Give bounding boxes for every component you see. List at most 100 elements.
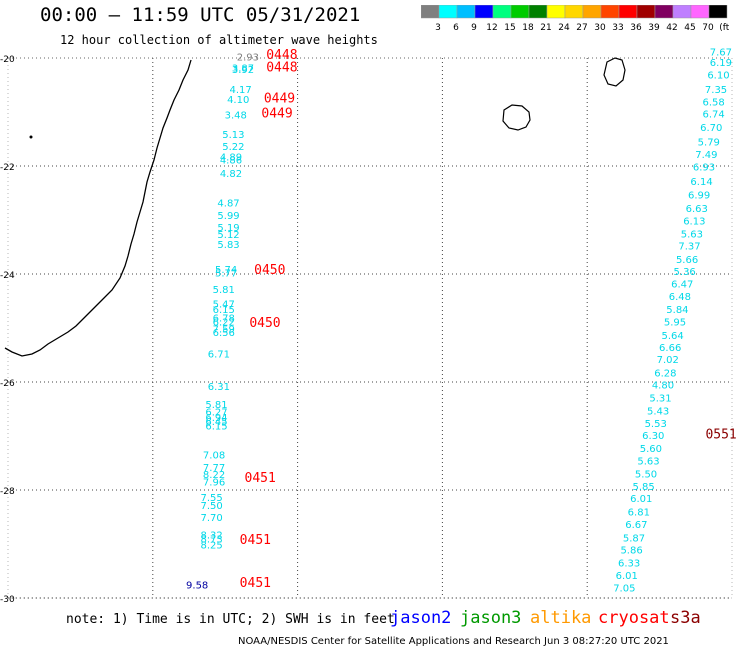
swh-value-track2: 6.99	[688, 190, 710, 201]
time-label: 0448	[266, 48, 297, 63]
swh-value-track1: 7.50	[201, 501, 223, 512]
scale-label: 30	[594, 23, 606, 33]
swh-value-track1: 3.87	[232, 64, 254, 75]
scale-label: 6	[453, 23, 459, 33]
swh-value-track2: 6.30	[642, 431, 664, 442]
swh-value-track2: 7.49	[695, 150, 717, 161]
swh-value-track1: 8.22	[203, 470, 225, 481]
map-subtitle: 12 hour collection of altimeter wave hei…	[60, 33, 378, 47]
swh-value-track2: 6.74	[702, 109, 724, 120]
swh-value-track1: 2.93	[237, 53, 259, 64]
footer-credit: NOAA/NESDIS Center for Satellite Applica…	[238, 636, 669, 647]
swh-value-track1: 5.47	[213, 299, 235, 310]
scale-label: 12	[486, 23, 497, 33]
swh-value-track2: 5.95	[664, 317, 686, 328]
scale-label: 45	[684, 23, 695, 33]
swh-value-track1: 7.96	[203, 478, 225, 489]
swh-value-track1: 5.22	[222, 142, 244, 153]
swh-value-track1: 3.92	[232, 65, 254, 76]
swh-value-track2: 6.63	[686, 204, 708, 215]
swh-value-track2: 5.53	[645, 419, 667, 430]
swh-value-track2: 6.66	[659, 343, 681, 354]
swh-value-track2: 6.81	[628, 507, 650, 518]
lat-tick-label: -30	[0, 595, 15, 605]
swh-value-track2: 5.43	[647, 406, 669, 417]
swh-value-track1: 7.55	[201, 493, 223, 504]
scale-label: 15	[504, 23, 515, 33]
mauritius-island	[603, 57, 626, 87]
swh-value-track2: 5.87	[623, 533, 645, 544]
reunion-island	[502, 104, 531, 131]
lat-tick-label: -20	[0, 55, 15, 65]
time-label: 0449	[261, 106, 292, 121]
swh-value-track1: 4.87	[217, 199, 239, 210]
swh-value-track2: 5.86	[620, 546, 642, 557]
swh-value-track1: 4.17	[229, 85, 251, 96]
swh-value-track2: 5.50	[635, 470, 657, 481]
swh-value-track1: 5.81	[205, 400, 227, 411]
satellite-legend-s3a: s3a	[670, 608, 701, 628]
time-label: 0450	[254, 263, 285, 278]
swh-value-track2: 6.48	[669, 292, 691, 303]
swh-value-track1: 6.78	[213, 314, 235, 325]
wave-height-map: 454851545760-20-22-24-26-28-30 2.933.873…	[0, 47, 740, 605]
swh-value-track1: 6.31	[208, 382, 230, 393]
scale-label: 33	[612, 23, 623, 33]
scale-label: 42	[666, 23, 677, 33]
swh-value-track1: 5.12	[217, 230, 239, 241]
scale-label: 21	[540, 23, 551, 33]
lat-tick-label: -28	[0, 487, 15, 497]
swh-value-track1: 5.74	[215, 265, 237, 276]
swh-value-track2: 6.28	[654, 369, 676, 380]
swh-value-track1: 4.89	[220, 153, 242, 164]
time-label: 0450	[249, 316, 280, 331]
swh-value-track1: 8.25	[201, 540, 223, 551]
swh-value-track2: 5.64	[661, 331, 683, 342]
swh-value-track1: 3.48	[225, 110, 247, 121]
swh-value-track1: 4.10	[227, 95, 249, 106]
scale-label: 18	[522, 23, 534, 33]
coastlines	[4, 57, 626, 357]
scale-label: 9	[471, 23, 477, 33]
swh-value-track1: 9.58	[186, 580, 208, 591]
swh-value-track1: 6.15	[205, 422, 227, 433]
swh-value-track2: 7.05	[613, 584, 635, 595]
lat-tick-label: -22	[0, 163, 15, 173]
satellite-legend-cryosat: cryosat	[598, 608, 670, 628]
swh-value-track1: 6.22	[213, 317, 235, 328]
swh-value-track1: 5.99	[217, 211, 239, 222]
time-label: 0551	[705, 428, 736, 443]
satellite-legend-altika: altika	[530, 608, 592, 628]
time-label: 0451	[240, 576, 271, 591]
swh-value-track1: 6.94	[205, 413, 227, 424]
swh-value-track2: 6.19	[710, 58, 732, 69]
swh-value-track2: 7.67	[710, 47, 732, 58]
swh-value-track1: 5.83	[217, 240, 239, 251]
swh-value-track1: 7.08	[203, 451, 225, 462]
time-label: 0448	[266, 61, 297, 76]
map-frame	[7, 57, 733, 599]
swh-value-track1: 8.73	[201, 534, 223, 545]
scale-label: 70	[702, 23, 714, 33]
swh-value-track2: 7.37	[678, 242, 700, 253]
madagascar-coastline	[4, 59, 192, 357]
scale-label: 39	[648, 23, 660, 33]
swh-value-track2: 5.79	[698, 137, 720, 148]
swh-value-track1: 7.59	[213, 324, 235, 335]
swh-value-track1: 7.77	[203, 463, 225, 474]
swh-value-track1: 4.86	[220, 155, 242, 166]
swh-value-track1: 7.70	[201, 513, 223, 524]
swh-value-track1: 6.45	[205, 417, 227, 428]
swh-value-track2: 6.58	[702, 98, 724, 109]
swh-value-track2: 7.35	[705, 85, 727, 96]
satellite-legend-jason2: jason2	[390, 608, 452, 628]
swh-value-track2: 6.67	[625, 520, 647, 531]
scale-label: (ft)	[719, 23, 729, 33]
scale-label: 24	[558, 23, 570, 33]
swh-value-track1: 4.82	[220, 169, 242, 180]
map-title: 00:00 — 11:59 UTC 05/31/2021	[40, 4, 361, 26]
swh-value-track2: 6.14	[690, 177, 712, 188]
swh-value-track2: 6.13	[683, 216, 705, 227]
scale-swatch	[708, 5, 728, 19]
swh-value-track2: 6.33	[618, 559, 640, 570]
